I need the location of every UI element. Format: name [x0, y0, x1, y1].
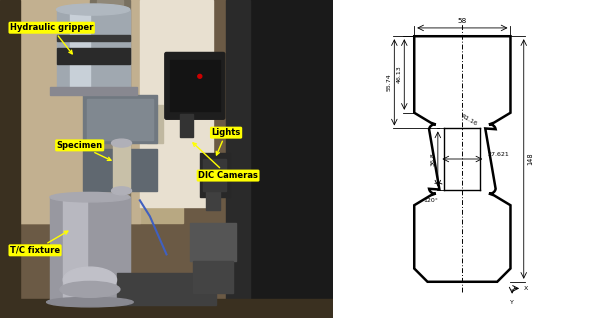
Bar [203, 159, 226, 191]
Bar [190, 223, 236, 261]
Text: 148: 148 [527, 153, 533, 165]
Ellipse shape [56, 4, 130, 15]
Text: 46.13: 46.13 [397, 66, 402, 83]
Bar [116, 273, 217, 305]
Ellipse shape [63, 267, 116, 293]
Bar [226, 0, 250, 318]
Polygon shape [414, 36, 511, 282]
Ellipse shape [47, 297, 133, 307]
Bar [140, 0, 213, 207]
Bar [83, 149, 157, 191]
Text: 36.8: 36.8 [430, 152, 436, 166]
Bar [70, 10, 90, 89]
FancyBboxPatch shape [165, 52, 225, 119]
Bar [206, 191, 220, 210]
Text: Hydraulic gripper: Hydraulic gripper [10, 23, 94, 54]
Text: R1.16: R1.16 [460, 114, 478, 127]
Bar [146, 105, 163, 143]
Circle shape [198, 74, 202, 78]
Text: X: X [524, 286, 528, 291]
Bar [50, 197, 130, 302]
Text: 58: 58 [458, 18, 467, 24]
Bar [90, 0, 130, 318]
Bar [83, 95, 157, 143]
Bar [97, 0, 123, 318]
Bar [200, 153, 230, 197]
Text: 55.74: 55.74 [387, 73, 392, 91]
Text: Lights: Lights [211, 128, 241, 155]
Text: Y: Y [510, 300, 514, 305]
Bar [50, 87, 137, 95]
Bar [170, 60, 220, 111]
Ellipse shape [112, 139, 131, 147]
Bar [0, 299, 333, 318]
Bar [56, 48, 130, 64]
Bar [113, 143, 130, 191]
Text: T/C fixture: T/C fixture [10, 231, 68, 255]
Bar [56, 10, 130, 89]
Bar [243, 0, 333, 318]
Bar [180, 114, 193, 137]
Text: 120°: 120° [424, 198, 439, 203]
Bar [193, 261, 233, 293]
Ellipse shape [112, 187, 131, 195]
Ellipse shape [50, 192, 130, 202]
Bar [56, 35, 130, 41]
Text: DIC Cameras: DIC Cameras [193, 143, 258, 180]
Bar [63, 197, 86, 302]
Ellipse shape [60, 281, 120, 297]
Bar [86, 99, 153, 140]
Bar [0, 0, 20, 318]
Bar [0, 0, 140, 223]
Text: 27.621: 27.621 [488, 151, 509, 156]
Bar [0, 0, 183, 223]
Text: Specimen: Specimen [56, 141, 111, 160]
